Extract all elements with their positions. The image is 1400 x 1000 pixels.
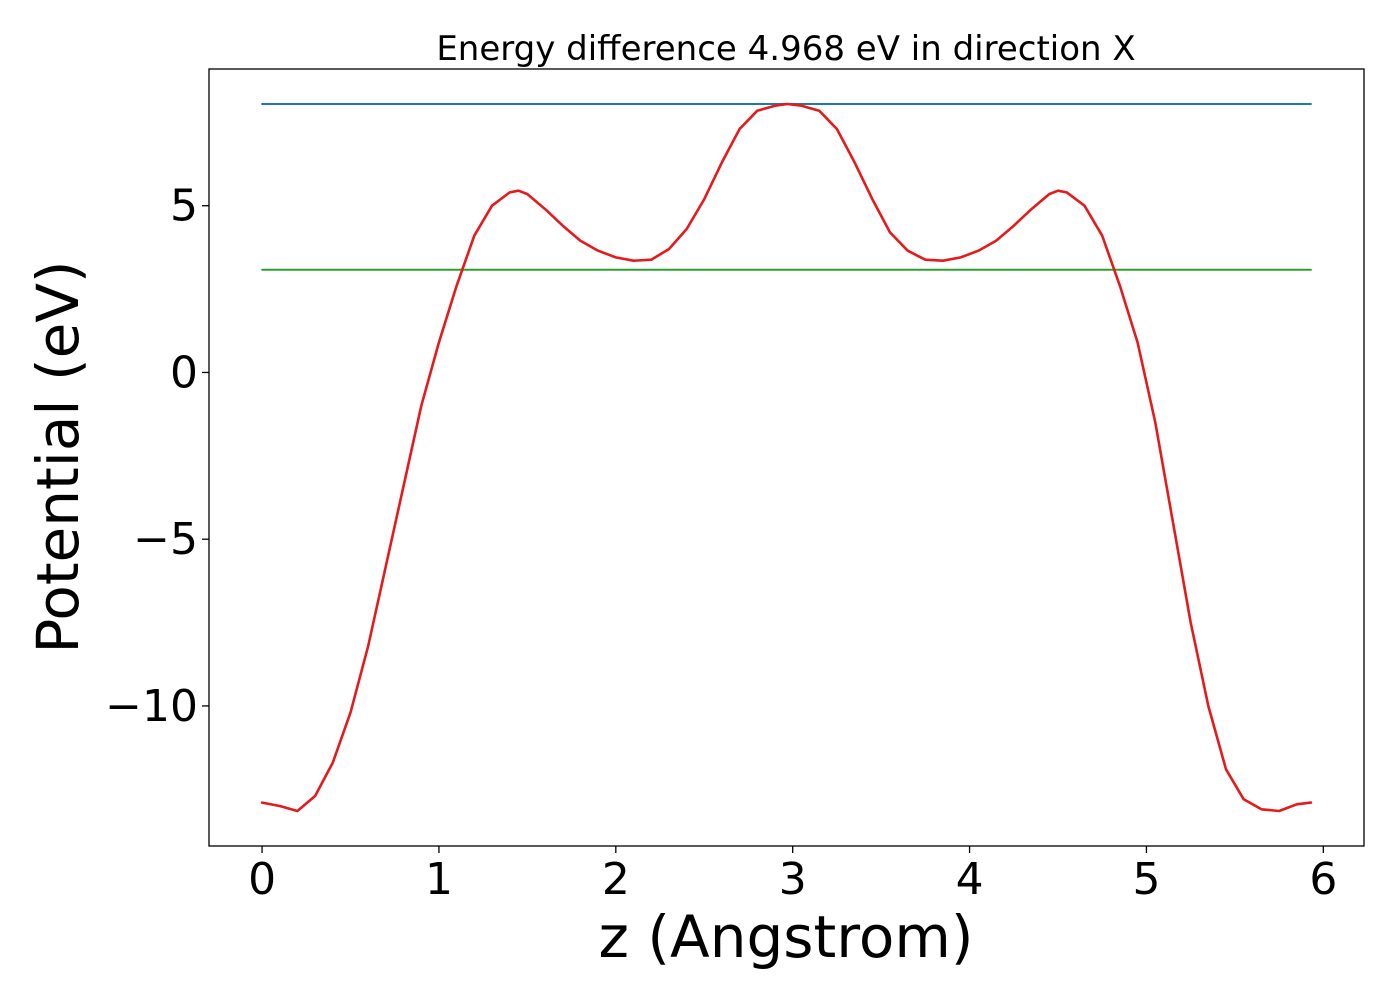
series-line-3 <box>260 102 1313 813</box>
x-tick-label: 0 <box>248 854 276 905</box>
y-tick-label: 0 <box>170 347 198 398</box>
x-axis-label: z (Angstrom) <box>599 903 974 971</box>
y-axis-label: Potential (eV) <box>24 260 92 653</box>
series-layer <box>260 102 1313 813</box>
x-tick-label: 2 <box>602 854 630 905</box>
x-tick-label: 1 <box>425 854 453 905</box>
y-tick-label: 5 <box>170 181 198 232</box>
x-tick-label: 3 <box>779 854 807 905</box>
plot-area-frame <box>208 68 1365 847</box>
y-axis-ticks: −10 −5 0 5 <box>105 181 209 732</box>
x-axis-ticks: 0 1 2 3 4 5 6 <box>248 846 1337 905</box>
x-tick-label: 4 <box>956 854 984 905</box>
chart-title: Energy difference 4.968 eV in direction … <box>436 29 1135 69</box>
y-tick-label: −5 <box>133 514 198 565</box>
y-tick-label: −10 <box>105 681 198 732</box>
x-tick-label: 6 <box>1309 854 1337 905</box>
x-tick-label: 5 <box>1132 854 1160 905</box>
